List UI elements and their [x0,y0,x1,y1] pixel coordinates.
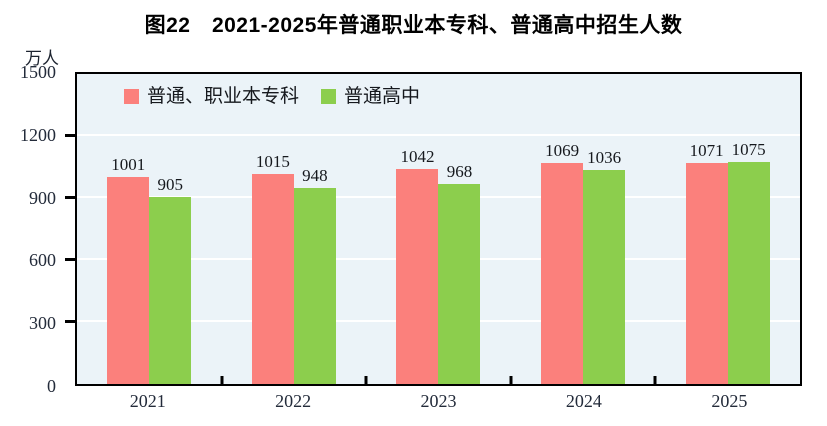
bar-value-label: 968 [446,161,473,181]
bar [583,169,626,384]
bar-wrap: 968 [438,74,481,384]
chart-title: 图22 2021-2025年普通职业本专科、普通高中招生人数 [144,14,683,37]
y-tick-label: 900 [29,187,56,208]
x-tick-label: 2024 [565,391,602,411]
bar-wrap: 1015 [251,74,294,384]
bar-wrap: 1069 [541,74,584,384]
bar [251,174,294,384]
y-axis-tick [65,134,75,137]
bar-group: 1069 1036 [511,74,656,384]
bar-wrap: 1001 [107,74,150,384]
bar-group: 1001 905 [77,74,222,384]
y-tick-label: 600 [29,250,56,271]
bar-wrap: 1075 [727,74,770,384]
bar-group: 1042 968 [366,74,511,384]
bar-groups: 1001 905 1015 948 1042 968 1069 1036 1071 1075 [77,74,800,384]
bar [438,183,481,384]
y-axis-tick [65,258,75,261]
bar-group: 1015 948 [222,74,367,384]
bar-wrap: 1036 [583,74,626,384]
bar [293,188,336,384]
y-tick-label: 0 [47,376,56,396]
x-tick-label: 2025 [711,391,748,411]
x-tick-label: 2023 [420,391,457,411]
y-axis-tick [65,320,75,323]
bar-value-label: 948 [302,166,328,186]
y-axis-labels: 0 300 600 900 1200 1500 [0,62,66,396]
x-tick-label: 2021 [129,391,166,411]
bar-value-label: 1075 [731,139,766,159]
bar [107,177,150,384]
x-axis-tick [509,376,513,384]
bar-value-label: 1015 [255,152,290,172]
x-axis-tick [220,376,224,384]
gridline [77,134,800,136]
bar-value-label: 1069 [545,141,580,161]
bar-value-label: 1036 [587,147,622,167]
legend-label-vocational: 普通、职业本专科 [147,86,300,107]
bar [727,161,770,384]
y-tick-label: 300 [29,313,56,334]
bar-value-label: 1001 [111,155,146,175]
y-axis-unit-label: 万人 [25,49,59,68]
y-axis-tick [65,196,75,199]
legend-swatch-vocational-icon [124,89,139,104]
legend-item-highschool: 普通高中 [321,87,420,106]
y-tick-label: 1500 [20,62,56,82]
bar-group: 1071 1075 [655,74,800,384]
bar-value-label: 1042 [400,146,435,166]
legend-swatch-highschool-icon [321,89,337,104]
bar [541,163,584,384]
legend: 普通、职业本专科 普通高中 [124,87,420,106]
plot-area: 普通、职业本专科 普通高中 1001 905 1015 948 1042 968 1069 1… [65,72,802,386]
legend-label-highschool: 普通高中 [344,86,421,107]
legend-item-vocational: 普通、职业本专科 [124,87,299,106]
bar [396,168,439,384]
bar-wrap: 905 [149,74,192,384]
y-tick-label: 1200 [20,124,56,145]
bar-value-label: 905 [157,174,184,194]
bar [149,196,192,384]
bar [685,162,728,384]
bar-wrap: 1042 [396,74,439,384]
x-axis-tick [653,376,657,384]
x-axis-labels: 2021 2022 2023 2024 2025 [75,391,802,412]
bar-value-label: 1071 [689,140,724,160]
bar-wrap: 948 [293,74,336,384]
x-axis-tick [364,376,368,384]
x-tick-label: 2022 [275,391,312,411]
bar-wrap: 1071 [685,74,728,384]
